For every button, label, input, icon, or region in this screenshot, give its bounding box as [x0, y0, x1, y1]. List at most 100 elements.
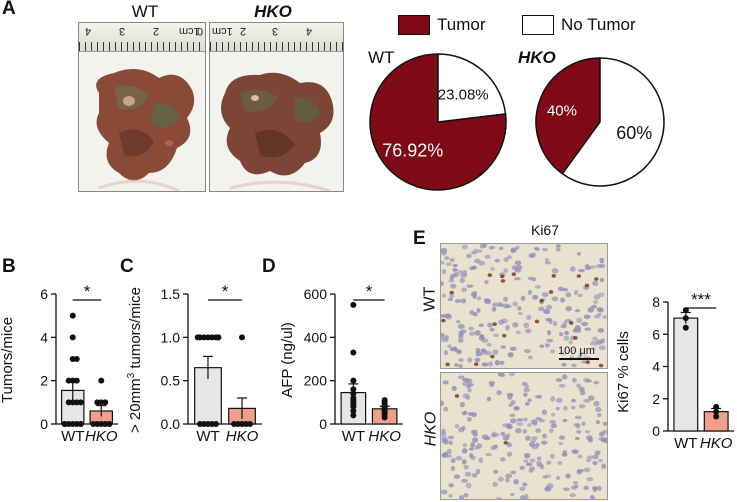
- cell-nucleus: [520, 295, 526, 302]
- cell-nucleus: [448, 483, 454, 488]
- cell-nucleus: [572, 377, 577, 383]
- data-point: [77, 421, 84, 427]
- cell-nucleus: [565, 306, 573, 312]
- data-point: [194, 334, 201, 341]
- cell-nucleus: [595, 264, 603, 268]
- cell-nucleus: [561, 374, 568, 380]
- cell-nucleus: [558, 332, 564, 337]
- cell-nucleus: [441, 247, 448, 254]
- cell-nucleus: [578, 404, 586, 409]
- cell-nucleus: [541, 292, 549, 298]
- cell-nucleus: [489, 246, 494, 250]
- panel-label-a: A: [2, 0, 16, 19]
- cell-nucleus: [463, 410, 468, 415]
- cell-nucleus: [502, 296, 509, 302]
- cell-nucleus: [523, 388, 531, 393]
- cell-nucleus: [576, 429, 582, 434]
- data-point: [713, 408, 720, 415]
- cell-nucleus: [470, 291, 477, 297]
- cell-nucleus: [459, 495, 465, 499]
- cell-nucleus: [441, 314, 446, 318]
- cell-nucleus: [489, 327, 495, 332]
- y-tick-label: 0.0: [161, 416, 181, 432]
- cell-nucleus: [505, 473, 513, 479]
- ki67-positive-nucleus: [487, 273, 493, 277]
- cell-nucleus: [454, 363, 459, 367]
- cell-nucleus: [461, 448, 468, 454]
- cell-nucleus: [474, 446, 480, 450]
- cell-nucleus: [584, 327, 592, 331]
- y-tick-label: 1.0: [161, 329, 181, 345]
- ki67-positive-nucleus: [492, 322, 497, 326]
- cell-nucleus: [534, 285, 542, 289]
- cell-nucleus: [496, 496, 502, 499]
- scale-bar-label: 100 μm: [558, 345, 595, 357]
- cell-nucleus: [450, 465, 456, 472]
- cell-nucleus: [581, 421, 586, 427]
- data-point: [94, 399, 101, 406]
- cell-nucleus: [492, 302, 499, 307]
- cell-nucleus: [527, 398, 532, 403]
- cell-nucleus: [530, 439, 537, 443]
- cell-nucleus: [535, 428, 542, 433]
- cell-nucleus: [592, 280, 599, 286]
- data-point: [65, 377, 72, 384]
- cell-nucleus: [534, 247, 540, 252]
- panel-label-e: E: [413, 228, 426, 249]
- cell-nucleus: [576, 327, 582, 333]
- cell-nucleus: [569, 493, 576, 498]
- pie-slice-no-tumor: [437, 53, 507, 123]
- cell-nucleus: [477, 249, 483, 253]
- data-point: [196, 421, 203, 427]
- ki67-positive-nucleus: [598, 363, 604, 368]
- cell-nucleus: [570, 398, 577, 403]
- cell-nucleus: [441, 332, 445, 338]
- data-point: [69, 312, 76, 319]
- cell-nucleus: [507, 352, 514, 358]
- cell-nucleus: [601, 463, 607, 470]
- pie-charts: 76.92% 23.08% 40% 60%: [369, 53, 665, 191]
- cell-nucleus: [574, 308, 581, 313]
- cell-nucleus: [478, 457, 483, 463]
- y-tick-label: 600: [304, 286, 328, 302]
- cell-nucleus: [572, 480, 578, 485]
- cell-nucleus: [585, 458, 592, 463]
- cell-nucleus: [523, 322, 530, 329]
- cell-nucleus: [525, 462, 533, 467]
- y-tick-label: 6: [40, 286, 48, 302]
- cell-nucleus: [506, 433, 511, 438]
- cell-nucleus: [454, 299, 462, 303]
- cell-nucleus: [505, 477, 510, 483]
- cell-nucleus: [524, 328, 532, 334]
- cell-nucleus: [506, 255, 513, 260]
- cell-nucleus: [592, 336, 598, 341]
- cell-nucleus: [443, 350, 449, 356]
- cell-nucleus: [577, 293, 583, 298]
- cell-nucleus: [555, 244, 561, 248]
- cell-nucleus: [468, 326, 474, 331]
- legend-label-no-tumor: No Tumor: [561, 15, 636, 34]
- ki67-positive-nucleus: [534, 319, 540, 324]
- cell-nucleus: [527, 289, 532, 296]
- cell-nucleus: [467, 412, 474, 416]
- ki67-positive-nucleus: [594, 277, 599, 281]
- cell-nucleus: [586, 477, 594, 482]
- x-tick-label-hko: HKO: [700, 435, 733, 452]
- cell-nucleus: [481, 349, 488, 355]
- cell-nucleus: [592, 486, 598, 491]
- ki67-positive-nucleus: [573, 336, 578, 340]
- cell-nucleus: [441, 280, 444, 287]
- cell-nucleus: [600, 437, 607, 443]
- cell-nucleus: [490, 267, 495, 271]
- cell-nucleus: [578, 268, 585, 273]
- cell-nucleus: [546, 338, 554, 343]
- cell-nucleus: [441, 269, 447, 275]
- cell-nucleus: [468, 447, 474, 451]
- cell-nucleus: [527, 423, 532, 427]
- cell-nucleus: [455, 455, 463, 461]
- cell-nucleus: [576, 252, 582, 256]
- cell-nucleus: [466, 417, 472, 422]
- cell-nucleus: [559, 297, 566, 303]
- cell-nucleus: [471, 437, 479, 443]
- cell-nucleus: [571, 485, 578, 490]
